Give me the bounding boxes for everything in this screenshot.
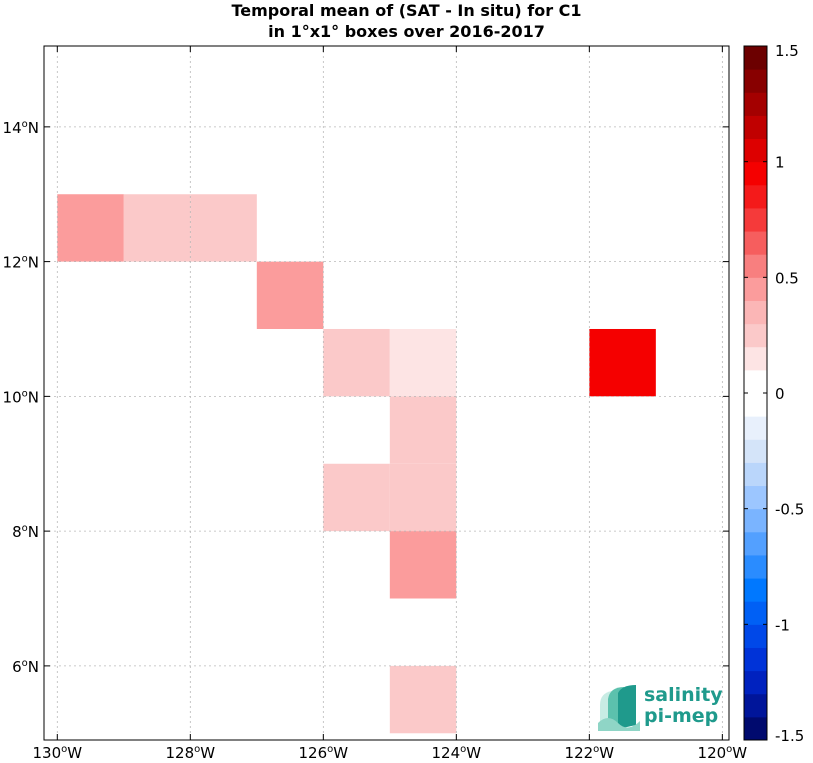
colorbar-segment <box>744 693 767 718</box>
salinity-pi-mep-logo: salinity pi-mep <box>596 683 726 733</box>
axis-ticks: 130oW 128oW 126oW 124oW 122oW 120oW 6oN 8oN 10oN… <box>3 46 748 762</box>
colorbar-segment <box>744 369 767 394</box>
heatmap-cell <box>190 194 257 262</box>
colorbar-segment <box>744 184 767 209</box>
heatmap-cell <box>57 194 124 262</box>
colorbar-segment <box>744 601 767 625</box>
colorbar-segment <box>744 716 767 741</box>
y-tick-label: 14oN <box>3 119 39 137</box>
heatmap-cell <box>389 665 457 734</box>
chart-title: Temporal mean of (SAT - In situ) for C1 … <box>0 0 813 42</box>
x-tick-label: 124oW <box>432 744 482 762</box>
colorbar-segment <box>744 69 767 93</box>
colorbar-tick-label: -1.5 <box>775 727 804 745</box>
colorbar-segment <box>744 624 767 648</box>
colorbar-segment <box>744 531 767 556</box>
plot-frame <box>43 45 730 741</box>
logo-text-salinity: salinity <box>644 684 723 706</box>
colorbar-segment <box>744 554 767 579</box>
colorbar-segment <box>744 138 767 163</box>
colorbar-segment <box>744 300 767 325</box>
y-tick-label: 6oN <box>12 658 39 676</box>
colorbar-tick-label: -0.5 <box>775 501 804 519</box>
colorbar-segment <box>744 670 767 695</box>
colorbar-segment <box>744 231 767 255</box>
y-tick-label: 8oN <box>12 523 39 541</box>
colorbar-segment <box>744 92 767 116</box>
colorbar-segment <box>744 323 767 348</box>
heatmap-cells <box>57 194 656 734</box>
colorbar: 1.5 1 0.5 0 -0.5 -1 -1.5 <box>743 42 804 745</box>
heatmap-cell <box>123 194 191 262</box>
heatmap-cell <box>389 328 457 397</box>
colorbar-tick-label: -1 <box>775 616 790 634</box>
x-tick-label: 120oW <box>698 744 748 762</box>
chart-title-line2: in 1°x1° boxes over 2016-2017 <box>268 22 545 41</box>
heatmap-cell <box>589 328 656 397</box>
colorbar-segment <box>744 254 767 278</box>
heatmap-cell <box>323 463 390 532</box>
heatmap-cell <box>389 463 457 532</box>
colorbar-segment <box>744 346 767 371</box>
y-tick-label: 10oN <box>3 388 39 406</box>
heatmap-cell <box>256 261 324 329</box>
y-tick-label: 12oN <box>3 254 39 272</box>
x-tick-label: 128oW <box>166 744 216 762</box>
colorbar-segment <box>744 439 767 463</box>
colorbar-segment <box>744 207 767 232</box>
colorbar-segment <box>744 161 767 186</box>
colorbar-segment <box>744 46 767 70</box>
colorbar-segment <box>744 508 767 533</box>
wave-logo-icon <box>598 685 640 731</box>
colorbar-tick-label: 1.5 <box>775 42 799 60</box>
heatmap-cell <box>323 328 390 397</box>
gridlines <box>44 46 729 740</box>
logo-text-pi-mep: pi-mep <box>644 705 719 727</box>
x-tick-label: 130oW <box>32 744 82 762</box>
colorbar-tick-label: 0 <box>775 385 785 403</box>
colorbar-segment <box>744 647 767 672</box>
colorbar-tick-label: 0.5 <box>775 269 799 287</box>
heatmap-cell <box>389 531 457 599</box>
colorbar-segment <box>744 277 767 301</box>
colorbar-segment <box>744 416 767 440</box>
colorbar-segment <box>744 485 767 510</box>
colorbar-tick-label: 1 <box>775 154 785 172</box>
colorbar-segment <box>744 115 767 140</box>
colorbar-segment <box>744 578 767 602</box>
colorbar-segment <box>744 393 767 417</box>
chart-title-line1: Temporal mean of (SAT - In situ) for C1 <box>231 1 582 20</box>
x-tick-label: 122oW <box>565 744 615 762</box>
heatmap-cell <box>389 396 457 464</box>
colorbar-segment <box>744 462 767 487</box>
x-tick-label: 126oW <box>299 744 349 762</box>
